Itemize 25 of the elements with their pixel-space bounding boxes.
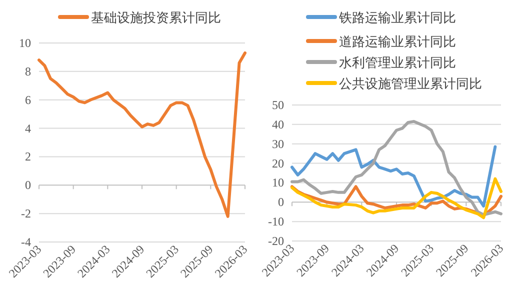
y-tick-label: -4: [21, 235, 31, 249]
y-tick-label: 30: [272, 136, 284, 151]
y-tick-label: 4: [25, 121, 31, 136]
y-tick-label: 20: [272, 156, 284, 170]
y-tick-label: 10: [272, 176, 284, 190]
y-tick-label: 2: [25, 150, 31, 164]
line-series: [290, 177, 502, 220]
line-series: [290, 120, 502, 216]
y-tick-label: -10: [268, 214, 284, 229]
y-tick-label: 6: [25, 92, 31, 107]
legend-label: 铁路运输业累计同比: [338, 11, 456, 26]
y-tick-label: -20: [268, 234, 284, 248]
y-tick-label: -2: [21, 206, 31, 221]
line-series: [38, 51, 246, 218]
y-tick-label: 40: [272, 117, 284, 132]
legend-label: 公共设施管理业累计同比: [339, 77, 482, 92]
y-tick-label: 8: [25, 64, 31, 78]
legend-label: 基础设施投资累计同比: [91, 11, 221, 26]
y-tick-label: 0: [25, 178, 31, 192]
line-series: [290, 145, 497, 208]
y-tick-label: 10: [19, 36, 31, 50]
legend-label: 道路运输业累计同比: [339, 35, 456, 50]
y-tick-label: 0: [278, 195, 284, 210]
y-tick-label: 50: [272, 98, 284, 112]
legend-label: 水利管理业累计同比: [339, 56, 456, 71]
